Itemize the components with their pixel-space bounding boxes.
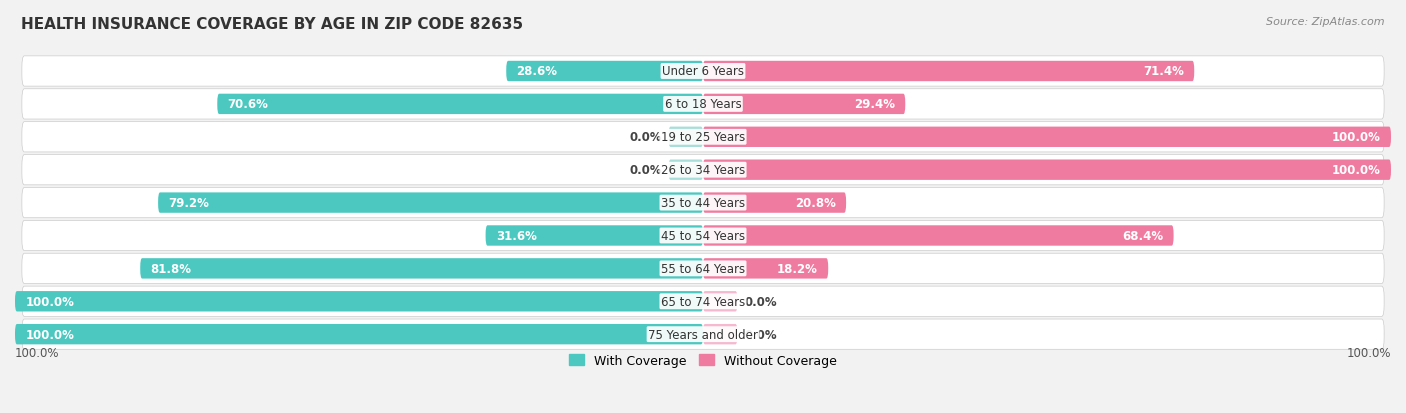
FancyBboxPatch shape [703, 226, 1174, 246]
Text: 100.0%: 100.0% [25, 295, 75, 308]
FancyBboxPatch shape [506, 62, 703, 82]
Text: 71.4%: 71.4% [1143, 65, 1184, 78]
FancyBboxPatch shape [703, 160, 1391, 180]
FancyBboxPatch shape [22, 122, 1384, 152]
Text: HEALTH INSURANCE COVERAGE BY AGE IN ZIP CODE 82635: HEALTH INSURANCE COVERAGE BY AGE IN ZIP … [21, 17, 523, 31]
FancyBboxPatch shape [22, 287, 1384, 317]
Text: 19 to 25 Years: 19 to 25 Years [661, 131, 745, 144]
FancyBboxPatch shape [141, 259, 703, 279]
FancyBboxPatch shape [703, 291, 737, 312]
Text: 100.0%: 100.0% [1347, 346, 1391, 359]
Text: 0.0%: 0.0% [744, 328, 778, 341]
Text: 55 to 64 Years: 55 to 64 Years [661, 262, 745, 275]
Text: 0.0%: 0.0% [744, 295, 778, 308]
Text: 26 to 34 Years: 26 to 34 Years [661, 164, 745, 177]
Legend: With Coverage, Without Coverage: With Coverage, Without Coverage [564, 349, 842, 372]
FancyBboxPatch shape [703, 324, 737, 344]
Text: Under 6 Years: Under 6 Years [662, 65, 744, 78]
Text: 45 to 54 Years: 45 to 54 Years [661, 230, 745, 242]
FancyBboxPatch shape [669, 127, 703, 147]
Text: 70.6%: 70.6% [228, 98, 269, 111]
FancyBboxPatch shape [703, 62, 1194, 82]
Text: 65 to 74 Years: 65 to 74 Years [661, 295, 745, 308]
FancyBboxPatch shape [22, 254, 1384, 284]
Text: 28.6%: 28.6% [516, 65, 558, 78]
Text: 29.4%: 29.4% [853, 98, 896, 111]
FancyBboxPatch shape [22, 57, 1384, 87]
FancyBboxPatch shape [218, 95, 703, 115]
FancyBboxPatch shape [15, 324, 703, 344]
FancyBboxPatch shape [22, 155, 1384, 185]
FancyBboxPatch shape [669, 160, 703, 180]
FancyBboxPatch shape [157, 193, 703, 213]
FancyBboxPatch shape [22, 90, 1384, 120]
FancyBboxPatch shape [22, 319, 1384, 349]
FancyBboxPatch shape [703, 193, 846, 213]
Text: 0.0%: 0.0% [628, 164, 662, 177]
Text: 100.0%: 100.0% [25, 328, 75, 341]
Text: 81.8%: 81.8% [150, 262, 191, 275]
Text: 31.6%: 31.6% [496, 230, 537, 242]
FancyBboxPatch shape [22, 221, 1384, 251]
Text: Source: ZipAtlas.com: Source: ZipAtlas.com [1267, 17, 1385, 26]
Text: 18.2%: 18.2% [778, 262, 818, 275]
Text: 68.4%: 68.4% [1122, 230, 1163, 242]
Text: 75 Years and older: 75 Years and older [648, 328, 758, 341]
FancyBboxPatch shape [22, 188, 1384, 218]
Text: 35 to 44 Years: 35 to 44 Years [661, 197, 745, 209]
FancyBboxPatch shape [15, 291, 703, 312]
Text: 20.8%: 20.8% [794, 197, 835, 209]
Text: 100.0%: 100.0% [1331, 164, 1381, 177]
Text: 6 to 18 Years: 6 to 18 Years [665, 98, 741, 111]
Text: 0.0%: 0.0% [628, 131, 662, 144]
FancyBboxPatch shape [703, 259, 828, 279]
FancyBboxPatch shape [485, 226, 703, 246]
FancyBboxPatch shape [703, 95, 905, 115]
FancyBboxPatch shape [703, 127, 1391, 147]
Text: 100.0%: 100.0% [15, 346, 59, 359]
Text: 100.0%: 100.0% [1331, 131, 1381, 144]
Text: 79.2%: 79.2% [169, 197, 209, 209]
